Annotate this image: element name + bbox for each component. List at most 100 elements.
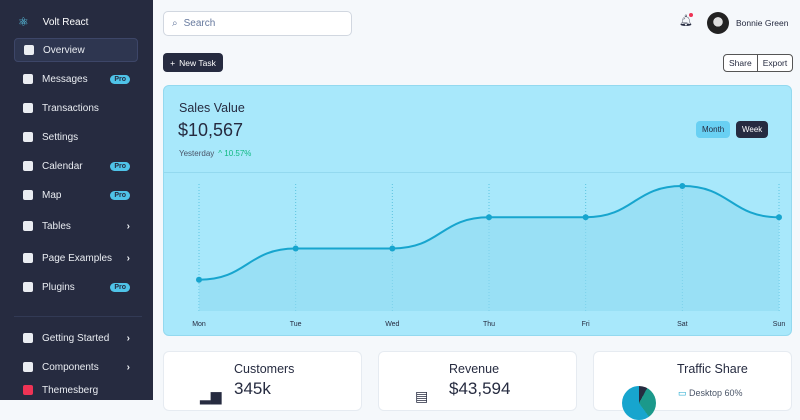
search-input[interactable]: ⌕ Search xyxy=(163,11,352,36)
plus-icon: + xyxy=(170,57,176,68)
sidebar-item-label: Plugins xyxy=(42,281,75,293)
week-button[interactable]: Week xyxy=(736,121,769,138)
change-value: 10.57% xyxy=(224,149,252,158)
sidebar-item-map[interactable]: Map Pro xyxy=(14,183,138,207)
sidebar-item-transactions[interactable]: Transactions xyxy=(14,96,138,120)
sales-card: Mon Tue Wed Thu Fri Sat Sun Sales Value $10,56… xyxy=(163,85,792,336)
sidebar-item-label: Map xyxy=(42,189,62,201)
sidebar-item-calendar[interactable]: Calendar Pro xyxy=(14,154,138,178)
series-area xyxy=(199,186,779,311)
notification-dot xyxy=(689,13,693,17)
nav-icon xyxy=(23,190,33,200)
chevron-right-icon: › xyxy=(126,332,130,344)
sidebar-divider xyxy=(14,316,142,317)
nav-icon xyxy=(23,253,33,263)
nav-icon xyxy=(23,282,33,292)
nav-icon xyxy=(23,103,33,113)
sidebar-item-tables[interactable]: Tables › xyxy=(14,214,138,238)
x-tick-label: Sun xyxy=(773,321,786,328)
customers-value: 345k xyxy=(234,379,271,398)
nav-icon xyxy=(23,333,33,343)
customers-title: Customers xyxy=(234,362,295,376)
sidebar-item-label: Page Examples xyxy=(42,252,113,264)
x-tick-label: Wed xyxy=(385,321,399,328)
sales-title: Sales Value xyxy=(179,101,245,115)
data-point-tue[interactable] xyxy=(292,245,299,252)
sales-chart: Mon Tue Wed Thu Fri Sat Sun xyxy=(192,183,786,328)
data-point-thu[interactable] xyxy=(486,214,492,221)
pro-badge: Pro xyxy=(110,74,130,84)
traffic-card: Traffic Share ▭ Desktop 60% xyxy=(593,351,792,420)
data-point-wed[interactable] xyxy=(389,245,396,252)
revenue-title: Revenue xyxy=(449,362,500,376)
new-task-button[interactable]: + New Task xyxy=(163,53,223,72)
revenue-card: ▤ Revenue $43,594 xyxy=(378,351,577,411)
sidebar-item-label: Components xyxy=(42,361,99,373)
sidebar-item-components[interactable]: Components › xyxy=(14,355,138,379)
react-logo-icon: ⚛ xyxy=(18,15,29,29)
month-button[interactable]: Month xyxy=(696,121,731,138)
chevron-right-icon: › xyxy=(126,252,130,264)
pro-badge: Pro xyxy=(110,161,130,171)
arrow-up-icon: ^ xyxy=(218,149,225,158)
sidebar-item-label: Settings xyxy=(42,131,79,143)
sidebar-item-label: Transactions xyxy=(42,102,99,114)
desktop-icon: ▭ xyxy=(678,388,690,398)
revenue-value: $43,594 xyxy=(449,379,511,398)
sidebar-item-label: Calendar xyxy=(42,160,83,172)
sidebar-item-label: Overview xyxy=(43,44,85,56)
sidebar-item-themesberg[interactable]: Themesberg xyxy=(14,380,138,400)
pro-badge: Pro xyxy=(110,190,130,200)
sidebar-item-page-examples[interactable]: Page Examples › xyxy=(14,246,138,270)
nav-icon xyxy=(23,74,33,84)
sales-value: $10,567 xyxy=(178,120,244,140)
nav-icon xyxy=(24,45,34,55)
chevron-right-icon: › xyxy=(126,220,130,232)
data-point-mon[interactable] xyxy=(196,276,202,283)
export-button[interactable]: Export xyxy=(756,55,793,71)
sidebar-item-settings[interactable]: Settings xyxy=(14,125,138,149)
period-label: Yesterday xyxy=(179,149,215,158)
search-icon: ⌕ xyxy=(172,18,178,29)
sidebar-item-plugins[interactable]: Plugins Pro xyxy=(14,275,138,299)
user-name[interactable]: Bonnie Green xyxy=(736,18,789,28)
share-button[interactable]: Share xyxy=(729,58,752,68)
nav-icon xyxy=(23,221,33,231)
brand[interactable]: ⚛ Volt React xyxy=(18,15,88,29)
brand-name: Volt React xyxy=(42,16,89,28)
sidebar-item-messages[interactable]: Messages Pro xyxy=(14,67,138,91)
data-point-sat[interactable] xyxy=(679,183,686,189)
card-divider xyxy=(164,172,791,173)
data-point-fri[interactable] xyxy=(582,214,589,221)
cash-icon: ▤ xyxy=(415,388,429,404)
sales-change: Yesterday ^ 10.57% xyxy=(179,149,251,158)
x-tick-label: Fri xyxy=(582,321,591,328)
new-task-label: New Task xyxy=(179,57,216,68)
data-point-sun[interactable] xyxy=(776,214,782,221)
traffic-title: Traffic Share xyxy=(677,362,748,376)
chart-bar-icon: ▂▆ xyxy=(200,388,222,404)
x-tick-label: Mon xyxy=(192,321,206,328)
sidebar: ⚛ Volt React Overview Messages Pro Transacti… xyxy=(0,0,153,400)
share-export-group: Share Export xyxy=(723,54,794,72)
avatar[interactable] xyxy=(707,12,729,34)
nav-icon xyxy=(23,362,33,372)
sidebar-item-label: Getting Started xyxy=(42,332,110,344)
nav-icon xyxy=(23,161,33,171)
sidebar-item-overview[interactable]: Overview xyxy=(14,38,138,62)
chevron-right-icon: › xyxy=(126,361,130,373)
pro-badge: Pro xyxy=(110,282,130,292)
desktop-legend: ▭ Desktop 60% xyxy=(678,388,743,399)
traffic-pie xyxy=(622,386,656,420)
desktop-legend-label: Desktop 60% xyxy=(689,388,743,398)
sidebar-item-label: Tables xyxy=(42,220,71,232)
x-tick-label: Thu xyxy=(483,321,495,328)
sidebar-item-getting-started[interactable]: Getting Started › xyxy=(14,326,138,350)
x-tick-label: Sat xyxy=(677,321,688,328)
x-tick-label: Tue xyxy=(290,321,302,328)
bell-icon[interactable]: 🔔︎ xyxy=(679,15,693,27)
customers-card: ▂▆ Customers 345k xyxy=(163,351,362,411)
sidebar-item-label: Themesberg xyxy=(42,384,99,396)
sidebar-item-label: Messages xyxy=(42,73,88,85)
nav-icon xyxy=(23,385,33,395)
